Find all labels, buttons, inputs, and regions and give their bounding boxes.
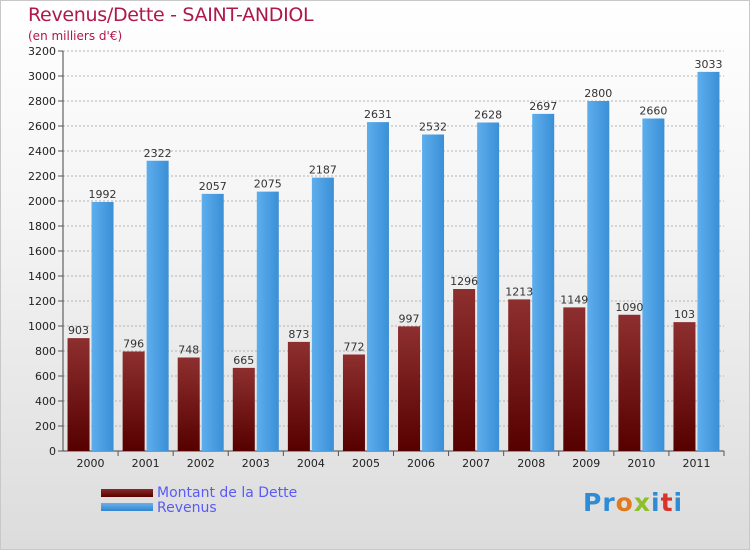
bar-debt — [342, 354, 365, 451]
data-label-debt: 903 — [68, 324, 89, 337]
legend-swatch-debt — [101, 489, 153, 497]
y-tick-label: 200 — [35, 420, 56, 433]
data-label-debt: 997 — [399, 312, 420, 325]
chart-title: Revenus/Dette - SAINT-ANDIOL — [28, 4, 314, 26]
x-tick-label: 2011 — [682, 457, 710, 470]
bar-debt — [177, 357, 200, 451]
data-label-revenue: 2660 — [639, 105, 667, 118]
y-tick-label: 600 — [35, 370, 56, 383]
x-tick-label: 2004 — [297, 457, 325, 470]
data-label-revenue: 2628 — [474, 109, 502, 122]
data-label-debt: 665 — [233, 354, 254, 367]
data-label-debt: 1213 — [505, 285, 533, 298]
bar-revenue — [587, 101, 610, 451]
bar-revenue — [256, 191, 279, 451]
bar-debt — [563, 307, 586, 451]
y-tick-label: 3000 — [28, 70, 56, 83]
data-label-revenue: 2322 — [144, 147, 172, 160]
x-tick-label: 2005 — [352, 457, 380, 470]
data-label-debt: 873 — [288, 328, 309, 341]
data-label-revenue: 2057 — [199, 180, 227, 193]
data-label-revenue: 2187 — [309, 164, 337, 177]
bar-debt — [122, 351, 145, 451]
data-label-revenue: 2800 — [584, 87, 612, 100]
bar-debt — [67, 338, 90, 451]
x-tick-label: 2000 — [77, 457, 105, 470]
x-tick-label: 2001 — [132, 457, 160, 470]
x-tick-label: 2010 — [627, 457, 655, 470]
y-tick-label: 0 — [49, 445, 56, 458]
data-label-debt: 796 — [123, 338, 144, 351]
x-tick-label: 2003 — [242, 457, 270, 470]
data-label-revenue: 2532 — [419, 121, 447, 134]
data-label-debt: 1090 — [615, 301, 643, 314]
bar-debt — [508, 299, 531, 451]
bar-debt — [453, 289, 476, 451]
x-tick-label: 2002 — [187, 457, 215, 470]
bar-debt — [287, 341, 310, 451]
data-label-debt: 103 — [674, 308, 695, 321]
bar-debt — [232, 367, 255, 451]
data-label-revenue: 2631 — [364, 108, 392, 121]
y-tick-label: 1000 — [28, 320, 56, 333]
bar-revenue — [422, 134, 445, 451]
data-label-revenue: 2697 — [529, 100, 557, 113]
data-label-debt: 748 — [178, 344, 199, 357]
chart-subtitle: (en milliers d'€) — [28, 29, 123, 43]
y-tick-label: 1800 — [28, 220, 56, 233]
bar-revenue — [532, 113, 555, 451]
y-tick-label: 3200 — [28, 45, 56, 58]
bar-revenue — [201, 193, 224, 451]
bar-revenue — [477, 122, 500, 451]
y-tick-label: 2000 — [28, 195, 56, 208]
y-tick-label: 800 — [35, 345, 56, 358]
bar-debt — [618, 314, 641, 451]
y-tick-label: 1600 — [28, 245, 56, 258]
y-tick-label: 2800 — [28, 95, 56, 108]
bar-revenue — [146, 160, 169, 451]
y-tick-label: 1400 — [28, 270, 56, 283]
x-tick-label: 2008 — [517, 457, 545, 470]
bar-revenue — [91, 202, 114, 451]
bar-revenue — [697, 71, 720, 451]
data-label-debt: 1296 — [450, 275, 478, 288]
y-tick-label: 2400 — [28, 145, 56, 158]
data-label-debt: 772 — [343, 341, 364, 354]
bar-revenue — [366, 122, 389, 451]
y-tick-label: 2600 — [28, 120, 56, 133]
legend-label-debt: Montant de la Dette — [157, 485, 298, 501]
legend-swatch-revenue — [101, 503, 153, 511]
y-tick-label: 1200 — [28, 295, 56, 308]
y-tick-label: 400 — [35, 395, 56, 408]
x-tick-label: 2006 — [407, 457, 435, 470]
bar-debt — [673, 322, 696, 451]
bar-revenue — [311, 177, 334, 451]
data-label-revenue: 2075 — [254, 178, 282, 191]
data-label-revenue: 1992 — [89, 188, 117, 201]
x-tick-label: 2007 — [462, 457, 490, 470]
bar-revenue — [642, 118, 665, 451]
legend-label-revenue: Revenus — [157, 500, 217, 516]
data-label-revenue: 3033 — [694, 58, 722, 71]
bar-debt — [398, 326, 421, 451]
data-label-debt: 1149 — [560, 293, 588, 306]
x-tick-label: 2009 — [572, 457, 600, 470]
y-tick-label: 2200 — [28, 170, 56, 183]
proxiti-logo: Proxiti — [583, 488, 684, 517]
